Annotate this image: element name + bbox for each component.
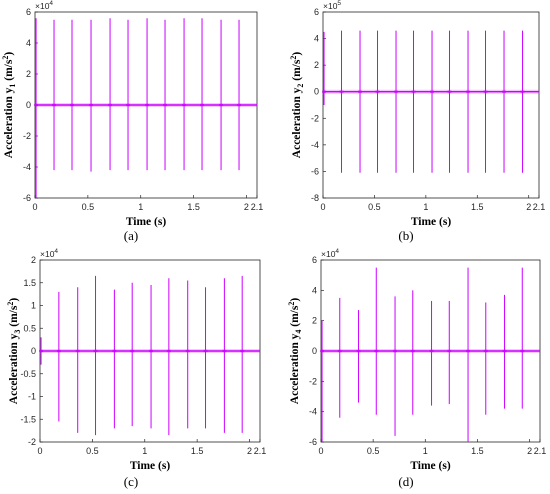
y-tick-label-a: 6 [26, 7, 31, 17]
x-tick-label-c: 1.5 [191, 446, 204, 456]
y-tick-label-c: -1.5 [20, 414, 36, 424]
x-axis-label-d: Time (s) [410, 460, 451, 472]
x-tick-label-d: 1.5 [471, 446, 484, 456]
y-tick-label-d: -4 [309, 407, 317, 417]
y-tick-label-b: 6 [314, 7, 319, 17]
panel-caption-a: (a) [123, 228, 139, 243]
y-axis-label-b: Acceleration y2 (m/s2) [289, 52, 305, 159]
y-tick-label-b: -8 [311, 193, 319, 203]
y-tick-label-b: 2 [314, 60, 319, 70]
x-tick-label-a: 2.1 [251, 202, 264, 212]
y-exponent-label-a: ×104 [35, 0, 53, 11]
y-tick-label-b: 4 [314, 34, 319, 44]
x-tick-label-c: 0.5 [86, 446, 99, 456]
y-tick-label-c: -0.5 [20, 369, 36, 379]
y-tick-label-d: 4 [312, 285, 317, 295]
x-tick-label-a: 1.5 [187, 202, 200, 212]
y-tick-label-c: 0.5 [23, 323, 36, 333]
x-tick-label-a: 2 [244, 202, 249, 212]
x-tick-label-c: 1 [142, 446, 147, 456]
x-tick-label-b: 0.5 [368, 202, 381, 212]
x-tick-label-b: 2 [526, 202, 531, 212]
y-tick-label-a: 4 [26, 38, 31, 48]
y-tick-label-c: 0 [31, 346, 36, 356]
x-axis-label-b: Time (s) [411, 216, 452, 228]
panel-caption-d: (d) [398, 474, 414, 489]
y-tick-label-b: -4 [311, 140, 319, 150]
y-tick-label-b: 0 [314, 87, 319, 97]
y-tick-label-d: -2 [309, 376, 317, 386]
y-axis-label-c: Acceleration y3 (m/s2) [6, 298, 22, 405]
y-tick-label-d: -6 [309, 437, 317, 447]
y-tick-label-a: -4 [23, 162, 31, 172]
y-exponent-label-b: ×105 [323, 0, 341, 11]
y-axis-label-a: Acceleration y1 (m/s2) [1, 52, 17, 159]
x-tick-label-d: 2 [527, 446, 532, 456]
x-tick-label-b: 2.1 [533, 202, 546, 212]
y-tick-label-a: -6 [23, 193, 31, 203]
y-tick-label-c: -1 [28, 392, 36, 402]
y-exponent-label-c: ×104 [40, 248, 58, 259]
y-tick-label-d: 6 [312, 255, 317, 265]
y-tick-label-c: 1.5 [23, 278, 36, 288]
x-tick-label-c: 2.1 [254, 446, 267, 456]
x-tick-label-a: 1 [138, 202, 143, 212]
x-axis-label-a: Time (s) [126, 216, 167, 228]
plot-area-b [322, 11, 540, 199]
panel-caption-c: (c) [123, 474, 139, 489]
y-exponent-label-d: ×104 [321, 248, 339, 259]
y-axis-label-d: Acceleration y4 (m/s2) [287, 298, 303, 405]
chart-panel-c: -2-1.5-1-0.500.511.520 0.5 1 1.5 2 2.1×104Tim… [6, 248, 266, 472]
y-tick-label-d: 2 [312, 316, 317, 326]
x-axis-label-c: Time (s) [130, 460, 171, 472]
x-tick-label-d: 1 [423, 446, 428, 456]
x-tick-label-d: 0 [318, 446, 323, 456]
x-tick-label-c: 0 [37, 446, 42, 456]
x-tick-label-c: 2 [247, 446, 252, 456]
y-tick-label-c: 2 [31, 255, 36, 265]
y-tick-label-a: -2 [23, 131, 31, 141]
y-tick-label-a: 0 [26, 100, 31, 110]
x-tick-label-b: 1 [423, 202, 428, 212]
x-tick-label-b: 1.5 [471, 202, 484, 212]
y-tick-label-c: -2 [28, 437, 36, 447]
x-tick-label-a: 0 [32, 202, 37, 212]
x-tick-label-d: 2.1 [534, 446, 547, 456]
y-tick-label-c: 1 [31, 301, 36, 311]
x-tick-label-d: 0.5 [367, 446, 380, 456]
y-tick-label-d: 0 [312, 346, 317, 356]
x-tick-label-a: 0.5 [82, 202, 95, 212]
y-tick-label-a: 2 [26, 69, 31, 79]
panel-caption-b: (b) [398, 228, 414, 243]
y-tick-label-b: -6 [311, 166, 319, 176]
x-tick-label-b: 0 [320, 202, 325, 212]
y-tick-label-b: -2 [311, 113, 319, 123]
